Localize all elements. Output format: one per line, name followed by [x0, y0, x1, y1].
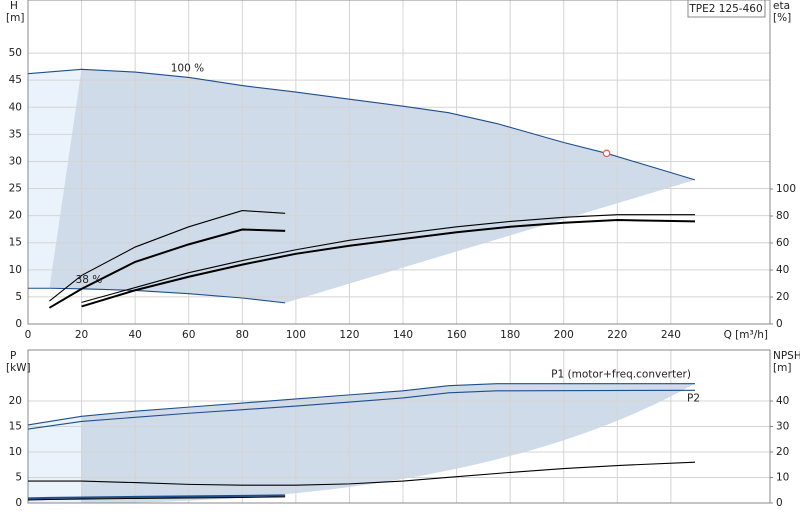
- y2-axis-unit: [%]: [773, 12, 791, 24]
- y2-axis-unit: [m]: [773, 362, 791, 374]
- plot-frame: [27, 0, 771, 325]
- x-tick-label: 200: [554, 329, 574, 341]
- range-light: [28, 416, 82, 503]
- curve: [28, 461, 696, 486]
- y2-tick-label: 10: [776, 472, 789, 484]
- y2-axis-label: NPSH: [773, 350, 800, 362]
- y-tick-label: 20: [9, 210, 22, 222]
- chart-title: TPE2 125-460: [688, 3, 762, 15]
- y-tick-label: 0: [15, 497, 22, 509]
- x-tick-label: 120: [339, 329, 359, 341]
- y-tick-label: 0: [15, 318, 22, 330]
- y2-tick-label: 100: [776, 183, 796, 195]
- curve-label: 38 %: [76, 274, 103, 286]
- x-tick-label: 20: [75, 329, 88, 341]
- y-tick-label: 10: [9, 446, 22, 458]
- curve-label: P2: [687, 392, 700, 404]
- y-tick-label: 30: [9, 155, 22, 167]
- x-tick-label: 80: [236, 329, 249, 341]
- x-tick-label: 240: [661, 329, 681, 341]
- x-tick-label: 220: [607, 329, 627, 341]
- x-tick-label: 160: [447, 329, 467, 341]
- range-shade: [81, 383, 695, 503]
- y-tick-label: 10: [9, 264, 22, 276]
- y2-tick-label: 60: [776, 237, 789, 249]
- x-tick-label: 180: [500, 329, 520, 341]
- x-tick-label: 100: [286, 329, 306, 341]
- y2-axis-label: eta: [773, 0, 790, 12]
- operating-point: [602, 149, 611, 158]
- y-tick-label: 20: [9, 395, 22, 407]
- y2-tick-label: 80: [776, 210, 789, 222]
- y2-tick-label: 0: [776, 497, 783, 509]
- y2-tick-label: 0: [776, 318, 783, 330]
- y2-tick-label: 20: [776, 446, 789, 458]
- curve: [49, 210, 286, 302]
- x-tick-label: 60: [182, 329, 195, 341]
- x-axis-label: Q [m³/h]: [724, 329, 768, 341]
- x-tick-label: 40: [128, 329, 141, 341]
- y2-tick-label: 40: [776, 264, 789, 276]
- curve: [48, 228, 286, 309]
- y-axis-label: P: [10, 350, 16, 362]
- curve: [27, 494, 286, 500]
- y-tick-label: 35: [9, 128, 22, 140]
- y-axis-label: H: [10, 0, 18, 12]
- y-tick-label: 40: [9, 101, 22, 113]
- y-axis-unit: [kW]: [6, 362, 31, 374]
- y2-tick-label: 40: [776, 395, 789, 407]
- curve: [27, 389, 695, 430]
- curve: [27, 68, 696, 181]
- curve: [27, 383, 695, 426]
- curve: [81, 214, 695, 303]
- range-shade: [49, 69, 695, 303]
- y-axis-unit: [m]: [6, 12, 24, 24]
- curve: [27, 496, 286, 501]
- curve: [81, 219, 696, 308]
- y-tick-label: 45: [9, 74, 22, 86]
- x-tick-label: 0: [25, 329, 32, 341]
- x-tick-label: 140: [393, 329, 413, 341]
- y-tick-label: 25: [9, 183, 22, 195]
- y-tick-label: 15: [9, 237, 22, 249]
- y-tick-label: 5: [15, 472, 22, 484]
- title-box: [687, 0, 766, 18]
- curve-label: P1 (motor+freq.converter): [551, 369, 691, 381]
- y-tick-label: 15: [9, 421, 22, 433]
- curve-label: 100 %: [171, 62, 204, 74]
- y-tick-label: 5: [15, 291, 22, 303]
- y2-tick-label: 30: [776, 421, 789, 433]
- y2-tick-label: 20: [776, 291, 789, 303]
- y-tick-label: 50: [9, 47, 22, 59]
